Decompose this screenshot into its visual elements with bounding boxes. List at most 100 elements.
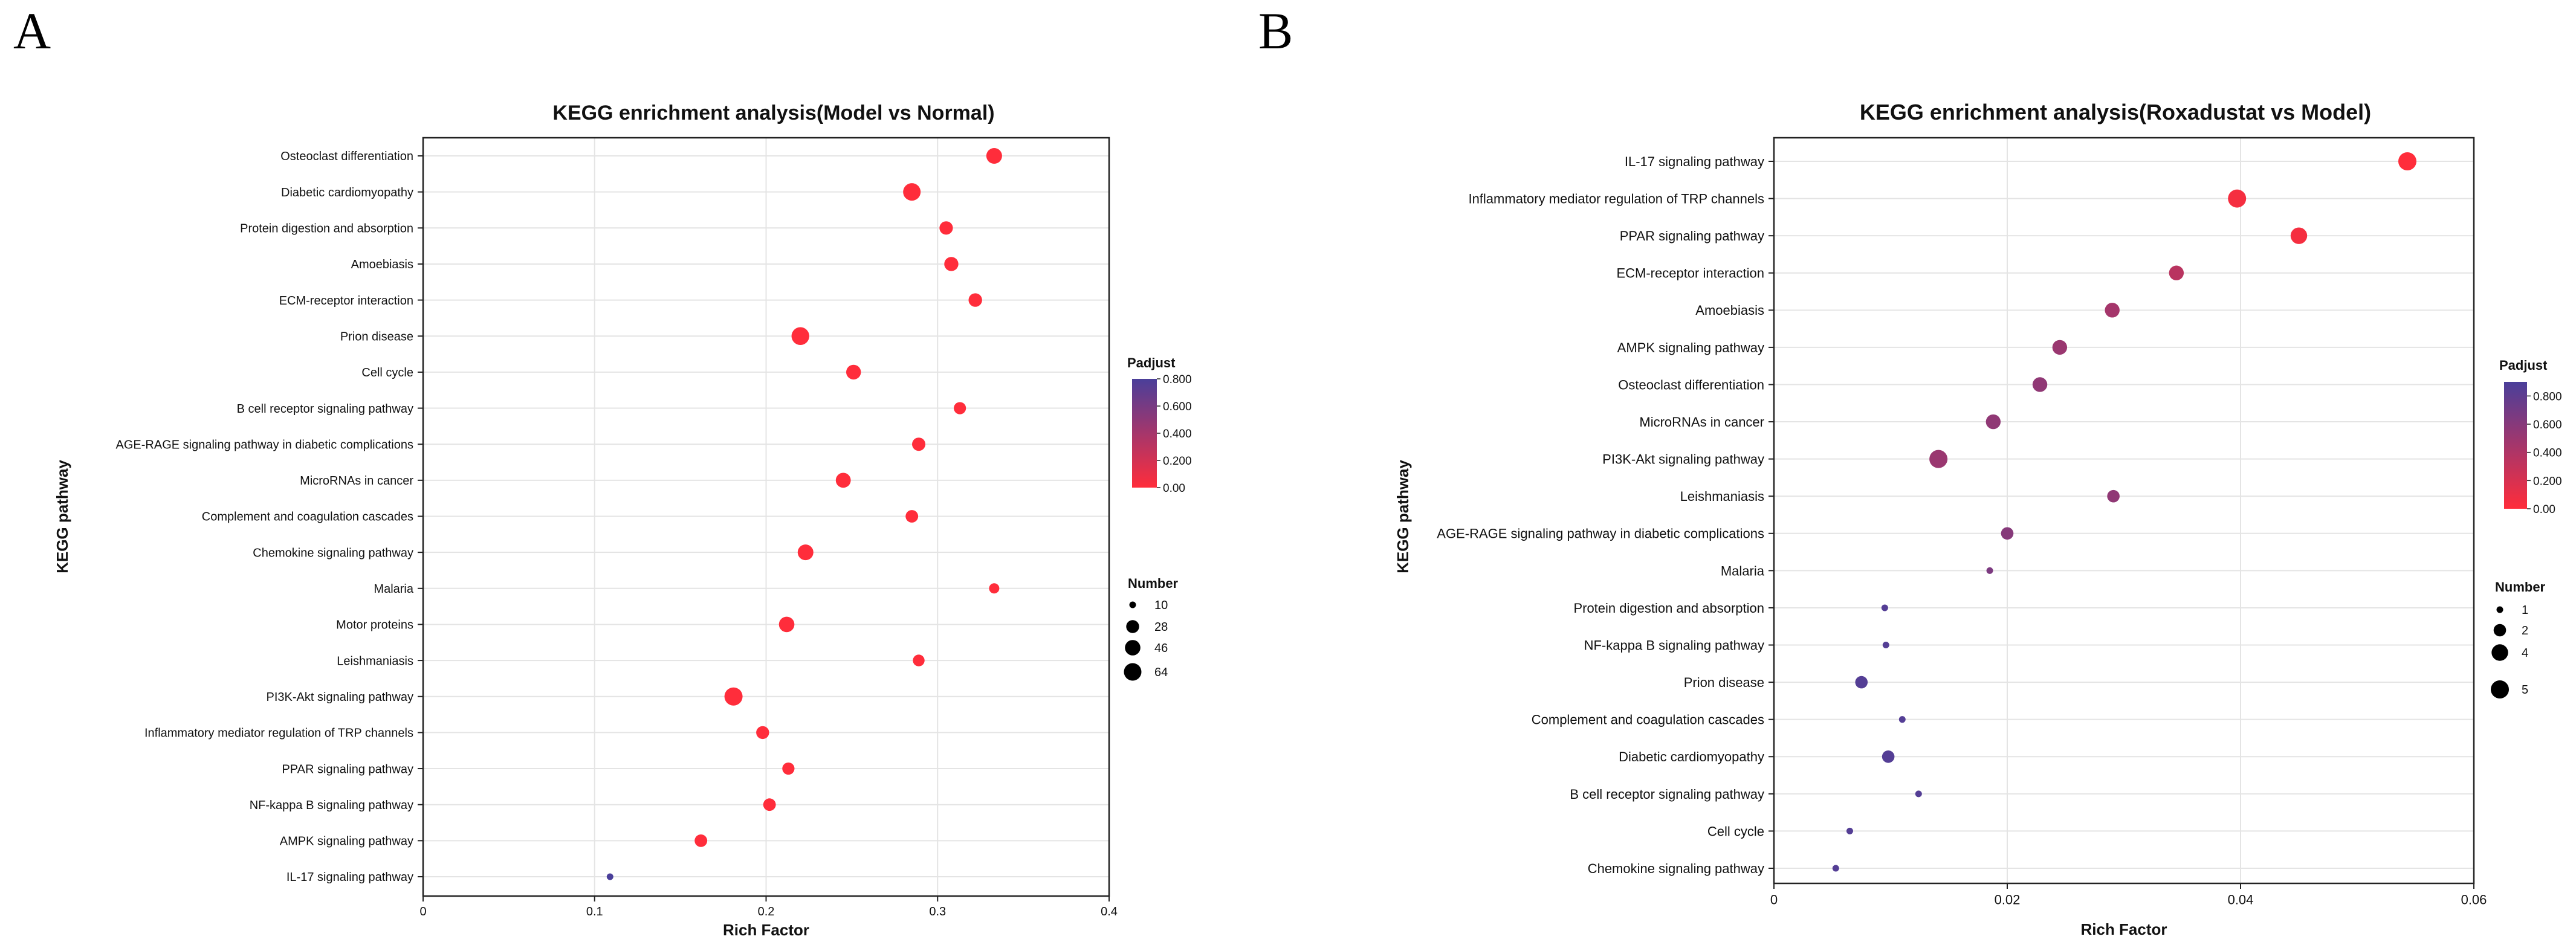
data-points <box>606 148 1002 880</box>
data-point <box>944 257 959 271</box>
y-tick-label: AGE-RAGE signaling pathway in diabetic c… <box>1437 526 1764 541</box>
data-point <box>912 437 926 451</box>
y-tick-label: Complement and coagulation cascades <box>202 511 413 524</box>
y-tick-label: IL-17 signaling pathway <box>1625 154 1764 169</box>
x-tick-label: 0 <box>419 905 426 918</box>
colorbar-tick-label: 0.800 <box>1163 373 1192 386</box>
x-tick-label: 0.02 <box>1995 892 2021 907</box>
size-legend-dot <box>2491 644 2508 661</box>
size-legend-dot <box>2491 680 2509 698</box>
size-legend-title: Number <box>2495 579 2546 595</box>
plot-area <box>1774 138 2474 883</box>
size-legend-label: 2 <box>2522 624 2528 637</box>
color-legend-title: Padjust <box>2499 358 2548 373</box>
chart-title: KEGG enrichment analysis(Roxadustat vs M… <box>1860 100 2371 124</box>
y-tick-label: NF-kappa B signaling pathway <box>1584 637 1764 653</box>
data-point <box>763 798 776 811</box>
data-point <box>2228 189 2247 208</box>
data-point <box>1898 716 1906 723</box>
data-point <box>986 148 1002 164</box>
colorbar-tick-label: 0.400 <box>2533 447 2562 460</box>
data-point <box>1832 865 1839 872</box>
x-tick-label: 0.1 <box>586 905 603 918</box>
y-tick-label: ECM-receptor interaction <box>279 294 413 308</box>
size-legend-dot <box>1125 640 1141 656</box>
size-legend-title: Number <box>1128 576 1179 591</box>
data-point <box>989 583 1000 594</box>
data-point <box>954 402 966 414</box>
colorbar-tick-label: 0.200 <box>1163 455 1192 468</box>
size-legend-dot <box>1126 620 1139 633</box>
y-tick-label: PPAR signaling pathway <box>1620 228 1764 244</box>
colorbar <box>2504 382 2527 509</box>
size-legend-dot <box>1129 601 1136 608</box>
data-point <box>913 654 925 666</box>
x-tick-label: 0.3 <box>929 905 946 918</box>
data-point <box>694 834 708 847</box>
y-tick-label: Leishmaniasis <box>1680 489 1764 504</box>
x-tick-label: 0.4 <box>1101 905 1118 918</box>
size-legend-label: 4 <box>2522 647 2528 660</box>
y-tick-label: Protein digestion and absorption <box>240 222 413 236</box>
data-point <box>1881 604 1888 611</box>
x-tick-label: 0 <box>1770 892 1778 907</box>
y-tick-label: Chemokine signaling pathway <box>1588 861 1764 876</box>
plot-frame <box>1773 137 2475 885</box>
data-point <box>797 544 814 561</box>
y-tick-label: B cell receptor signaling pathway <box>1570 787 1764 802</box>
data-point <box>1915 790 1922 798</box>
y-tick-label: Malaria <box>374 582 413 596</box>
colorbar-tick-label: 0.400 <box>1163 428 1192 440</box>
y-tick-label: Cell cycle <box>361 366 413 379</box>
data-point <box>1929 450 1948 468</box>
colorbar-tick-label: 0.600 <box>1163 401 1192 413</box>
colorbar <box>1132 379 1157 488</box>
y-tick-label: IL-17 signaling pathway <box>286 871 413 884</box>
data-point <box>968 293 982 307</box>
colorbar-tick-label: 0.600 <box>2533 419 2562 431</box>
data-point <box>1882 750 1895 763</box>
data-point <box>2001 527 2014 540</box>
y-tick-label: PI3K-Akt signaling pathway <box>267 691 413 704</box>
data-point <box>724 687 743 706</box>
size-legend-label: 5 <box>2522 683 2528 697</box>
data-point <box>846 364 861 380</box>
size-legend-label: 64 <box>1154 666 1168 679</box>
data-point <box>1855 676 1868 689</box>
y-tick-label: MicroRNAs in cancer <box>1639 414 1764 430</box>
y-tick-label: AMPK signaling pathway <box>1617 340 1764 355</box>
data-point <box>2398 152 2416 170</box>
data-point <box>791 327 809 345</box>
y-tick-label: Leishmaniasis <box>337 654 413 668</box>
data-point <box>782 762 795 775</box>
y-tick-label: Amoebiasis <box>351 258 413 271</box>
data-point <box>1986 567 1993 574</box>
panel-letter: B <box>1258 2 1293 60</box>
data-point <box>778 616 795 633</box>
data-point <box>1882 642 1889 649</box>
y-tick-label: NF-kappa B signaling pathway <box>250 799 413 812</box>
data-point <box>2032 377 2048 392</box>
x-tick-label: 0.2 <box>758 905 775 918</box>
y-tick-label: Motor proteins <box>336 619 413 632</box>
y-tick-label: Prion disease <box>340 330 413 343</box>
colorbar-tick-label: 0.800 <box>2533 390 2562 403</box>
y-tick-label: Chemokine signaling pathway <box>253 546 413 560</box>
y-tick-label: Amoebiasis <box>1695 303 1764 318</box>
colorbar-tick-label: 0.200 <box>2533 475 2562 488</box>
data-point <box>1846 827 1853 834</box>
y-tick-label: AMPK signaling pathway <box>280 835 413 848</box>
data-point <box>756 726 769 740</box>
size-legend-dot <box>2493 624 2506 637</box>
data-point <box>903 183 921 201</box>
y-axis-label: KEGG pathway <box>53 460 71 573</box>
colorbar-tick-label: 0.00 <box>2533 503 2555 516</box>
size-legend-label: 28 <box>1154 621 1168 634</box>
color-legend-title: Padjust <box>1127 355 1176 370</box>
panel-letter: A <box>13 2 51 60</box>
panel-b: B KEGG enrichment analysis(Roxadustat vs … <box>1258 2 2562 938</box>
data-point <box>905 510 919 523</box>
y-tick-label: AGE-RAGE signaling pathway in diabetic c… <box>116 438 413 451</box>
data-point <box>2290 227 2308 244</box>
